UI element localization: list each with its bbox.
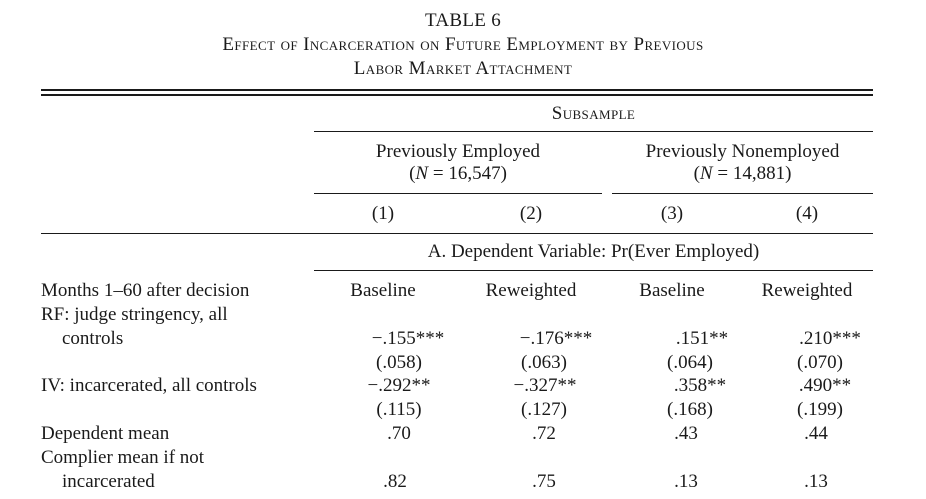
group-rule-nonemployed — [612, 193, 873, 194]
column-number-2: (2) — [519, 203, 543, 224]
rf-coef-4: .210*** — [799, 328, 861, 349]
row-label-rf-line2: controls — [62, 328, 124, 349]
complier-mean-2: .75 — [532, 471, 556, 492]
dep-mean-4: .44 — [804, 423, 828, 444]
row-label-complier-line1: Complier mean if not — [41, 447, 205, 468]
iv-coef-2: −.327** — [513, 375, 577, 396]
column-number-rule — [41, 233, 873, 235]
group-header-employed: Previously Employed — [375, 141, 541, 162]
iv-se-4: (.199) — [797, 399, 843, 420]
iv-se-3: (.168) — [667, 399, 713, 420]
dep-mean-1: .70 — [387, 423, 411, 444]
row-label-iv: IV: incarcerated, all controls — [41, 375, 257, 396]
rf-se-2: (.063) — [521, 352, 567, 373]
column-type-2: Reweighted — [485, 280, 577, 301]
rf-se-1: (.058) — [376, 352, 422, 373]
row-label-dependent-mean: Dependent mean — [41, 423, 170, 444]
rf-se-3: (.064) — [667, 352, 713, 373]
dep-mean-2: .72 — [532, 423, 556, 444]
rf-se-4: (.070) — [797, 352, 843, 373]
rf-coef-2: −.176*** — [519, 328, 593, 349]
subsample-header: Subsample — [551, 103, 636, 124]
table-caption-line1: Effect of Incarceration on Future Employ… — [222, 34, 704, 55]
complier-mean-3: .13 — [674, 471, 698, 492]
panel-a-rule — [314, 270, 873, 271]
iv-coef-4: .490** — [798, 375, 852, 396]
top-rule-1 — [41, 89, 873, 91]
iv-se-1: (.115) — [376, 399, 422, 420]
column-type-3: Baseline — [639, 280, 705, 301]
panel-a-title: A. Dependent Variable: Pr(Ever Employed) — [427, 241, 760, 262]
rf-coef-1: −.155*** — [371, 328, 445, 349]
row-label-complier-line2: incarcerated — [62, 471, 155, 492]
row-label-months: Months 1–60 after decision — [41, 280, 250, 301]
row-label-rf-line1: RF: judge stringency, all — [41, 304, 228, 325]
group-rule-employed — [314, 193, 602, 194]
group-n-nonemployed: (N = 14,881) — [693, 163, 792, 184]
top-rule-2 — [41, 94, 873, 96]
iv-coef-3: .358** — [673, 375, 727, 396]
iv-se-2: (.127) — [521, 399, 567, 420]
table-caption-line2: Labor Market Attachment — [353, 58, 573, 79]
column-number-1: (1) — [371, 203, 395, 224]
dep-mean-3: .43 — [674, 423, 698, 444]
table-number: TABLE 6 — [424, 10, 502, 31]
complier-mean-4: .13 — [804, 471, 828, 492]
group-n-employed: (N = 16,547) — [409, 163, 507, 184]
column-type-1: Baseline — [350, 280, 416, 301]
subsample-rule — [314, 131, 873, 132]
column-number-4: (4) — [795, 203, 819, 224]
iv-coef-1: −.292** — [367, 375, 431, 396]
rf-coef-3: .151** — [675, 328, 729, 349]
complier-mean-1: .82 — [383, 471, 407, 492]
group-header-nonemployed: Previously Nonemployed — [645, 141, 840, 162]
column-type-4: Reweighted — [761, 280, 853, 301]
column-number-3: (3) — [660, 203, 684, 224]
